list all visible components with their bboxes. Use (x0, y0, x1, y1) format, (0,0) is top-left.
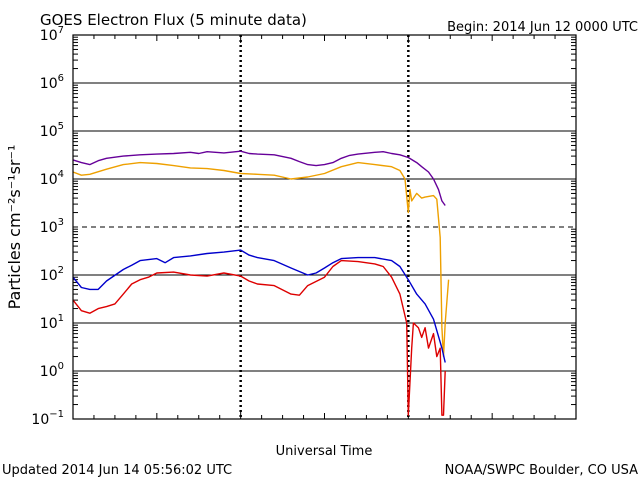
series-line (72, 150, 446, 206)
y-tick-exponent: 5 (58, 121, 64, 132)
grid-lines (73, 82, 576, 372)
updated-timestamp: Updated 2014 Jun 14 05:56:02 UTC (2, 463, 232, 478)
x-axis-label: Universal Time (276, 444, 373, 459)
y-tick-label: 100 (40, 361, 64, 380)
axis-ticks (72, 35, 577, 419)
y-tick-label: 101 (40, 313, 64, 332)
begin-time: Begin: 2014 Jun 12 0000 UTC (447, 20, 638, 35)
y-tick-base: 10 (40, 268, 58, 284)
y-tick-label: 105 (40, 121, 64, 140)
series-line (72, 259, 446, 416)
plot-frame (72, 34, 577, 420)
y-tick-base: 10 (40, 220, 58, 236)
y-tick-base: 10 (31, 412, 49, 428)
y-tick-exponent: 6 (58, 73, 64, 84)
series-lines (72, 150, 450, 416)
y-tick-base: 10 (40, 124, 58, 140)
y-tick-exponent: −1 (49, 409, 64, 420)
y-tick-label: 107 (40, 25, 64, 44)
y-tick-base: 10 (40, 76, 58, 92)
y-tick-label: 106 (40, 73, 64, 92)
y-tick-base: 10 (40, 28, 58, 44)
y-tick-label: 104 (40, 169, 64, 188)
y-tick-label: 102 (40, 265, 64, 284)
chart-title: GOES Electron Flux (5 minute data) (40, 11, 307, 29)
y-axis-label: Particles cm⁻²s⁻¹sr⁻¹ (5, 145, 24, 310)
y-tick-label: 10−1 (31, 409, 64, 428)
y-tick-base: 10 (40, 172, 58, 188)
y-tick-exponent: 2 (58, 265, 64, 276)
series-line (72, 249, 446, 363)
y-tick-base: 10 (40, 364, 58, 380)
y-tick-label: 103 (40, 217, 64, 236)
day-boundaries (239, 35, 410, 419)
credit-text: NOAA/SWPC Boulder, CO USA (445, 463, 638, 478)
y-tick-base: 10 (40, 316, 58, 332)
y-tick-exponent: 0 (58, 361, 64, 372)
y-tick-exponent: 1 (58, 313, 64, 324)
y-tick-exponent: 4 (58, 169, 64, 180)
series-line (72, 161, 450, 358)
y-tick-exponent: 3 (58, 217, 64, 228)
y-tick-exponent: 7 (58, 25, 64, 36)
